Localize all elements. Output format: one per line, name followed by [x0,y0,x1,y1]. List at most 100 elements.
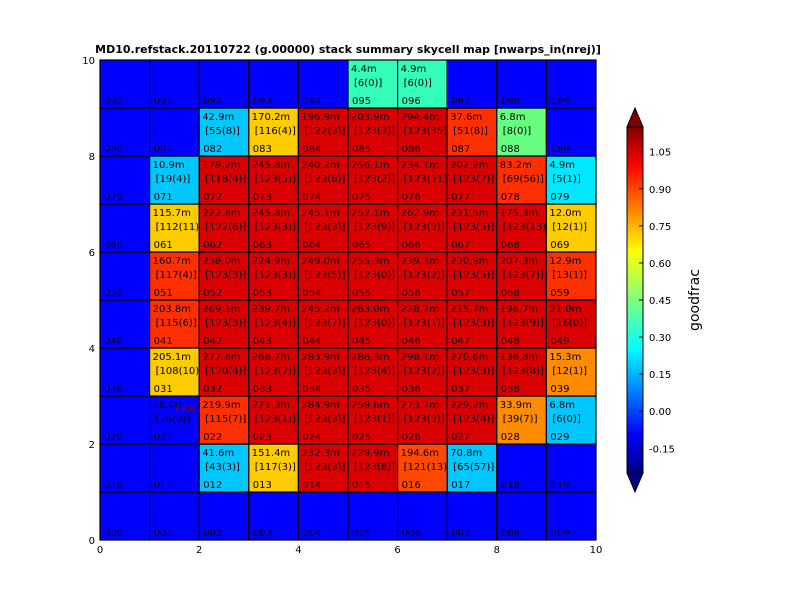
skycell-size: 33.9m [500,400,532,411]
skycell-size: 224.9m [252,256,290,267]
skycell-id: 010 [104,480,123,491]
colorbar-tick-label: 1.05 [649,148,671,159]
skycell-id: 087 [451,144,470,155]
skycell-count: [123(0)] [354,318,395,329]
skycell-fill [347,155,399,205]
skycell-083: 170.2m [116(4)] 083 [248,107,300,157]
skycell-090: 090 [99,59,151,109]
skycell-size: 252.1m [351,208,389,219]
skycell-fill [545,443,597,493]
skycell-fill [248,395,300,445]
skycell-fill [297,107,349,157]
skycell-count: [123(4)] [453,414,494,425]
skycell-count: [121(13)] [404,462,452,473]
skycell-088: 6.8m [8(0)] 088 [496,107,547,157]
skycell-023: 271.3m [123(1)] 023 [248,395,300,445]
skycell-id: 017 [451,480,470,491]
skycell-size: 6.8m [549,400,575,411]
skycell-id: 015 [352,480,371,491]
skycell-size: 228.7m [401,304,439,315]
colorbar-tick-label: 0.75 [649,222,671,233]
skycell-count: [123(3)] [404,414,445,425]
skycell-053: 224.9m [123(3)] 053 [248,251,300,301]
skycell-size: 232.3m [301,448,339,459]
y-tick-label: 4 [89,344,95,355]
skycell-size: 4.4m [351,64,377,75]
skycell-count: [123(1)] [255,414,296,425]
skycell-id: 094 [302,96,321,107]
skycell-096: 4.9m [6(0)] 096 [397,59,448,109]
skycell-fill [496,203,547,253]
skycell-count: [6(0)] [552,414,580,425]
skycell-078: 83.2m [69(56)] 078 [496,155,547,205]
skycell-count: [123(5)] [453,270,494,281]
skycell-fill [496,155,547,205]
skycell-049: 21.0m [16(0)] 049 [545,299,597,349]
skycell-091: 091 [149,59,200,109]
skycell-size: 115.7m [153,208,191,219]
skycell-id: 029 [550,432,569,443]
skycell-id: 043 [253,336,272,347]
skycell-count: [19(4)] [156,174,191,185]
skycell-id: 007 [451,528,470,539]
skycell-050: 050 [99,251,151,301]
skycell-id: 069 [550,240,569,251]
skycell-size: 194.6m [401,448,439,459]
skycell-id: 092 [203,96,222,107]
skycell-fill [496,251,547,301]
skycell-id: 006 [402,528,421,539]
skycell-size: 175.3m [500,208,538,219]
y-tick-label: 2 [89,440,95,451]
skycell-size: 269.1m [202,304,240,315]
skycell-count: [123(2)] [404,366,445,377]
skycell-count: [123(7)] [453,174,494,185]
skycell-id: 008 [501,528,520,539]
colorbar-tick-label: 0.30 [649,333,671,344]
skycell-count: [123(2)] [354,174,395,185]
skycell-id: 081 [154,144,173,155]
skycell-count: [65(57)] [453,462,494,473]
skycell-005: 005 [347,491,399,541]
skycell-061: 115.7m [112(11)] 061 [149,203,203,253]
skycell-id: 040 [104,336,123,347]
heatmap-cells: 000 001 002 003 004 005 006 007 008 009 010 011 41.6… [99,59,597,541]
plot-frame [99,59,597,541]
skycell-093: 093 [248,59,300,109]
skycell-count: [117(4)] [156,270,197,281]
skycell-size: 231.5m [450,208,488,219]
skycell-id: 068 [501,240,520,251]
x-tick-label: 4 [295,545,301,556]
skycell-039: 15.3m [12(1)] 039 [545,347,597,397]
colorbar-tick-label: 0.00 [649,407,671,418]
skycell-060: 060 [99,203,151,253]
skycell-id: 037 [451,384,470,395]
skycell-id: 005 [352,528,371,539]
skycell-044: 245.2m [123(7)] 044 [297,299,349,349]
skycell-id: 065 [352,240,371,251]
skycell-fill [347,491,399,541]
skycell-count: [123(8)] [503,366,544,377]
skycell-count: [123(11)] [404,174,452,185]
skycell-id: 038 [501,384,520,395]
skycell-count: [123(5)] [304,270,345,281]
skycell-count: [115(7)] [205,414,246,425]
skycell-059: 12.9m [13(1)] 059 [545,251,597,301]
skycell-014: 232.3m [123(3)] 014 [297,443,349,493]
skycell-fill [446,203,498,253]
skycell-count: [123(3)] [205,318,246,329]
skycell-fill [446,59,498,109]
skycell-id: 021 [154,432,173,443]
skycell-fill [99,107,151,157]
skycell-count: [123(3)] [205,270,246,281]
x-tick-label: 0 [97,545,103,556]
skycell-fill [545,395,597,445]
skycell-073: 245.8m [123(5)] 073 [248,155,300,205]
skycell-id: 093 [253,96,272,107]
skycell-id: 058 [501,288,520,299]
skycell-fill [248,155,300,205]
skycell-count: [6(0)] [354,78,382,89]
skycell-size: 179.2m [202,160,240,171]
skycell-size: 259.6m [351,400,389,411]
skycell-size: 229.2m [450,400,488,411]
